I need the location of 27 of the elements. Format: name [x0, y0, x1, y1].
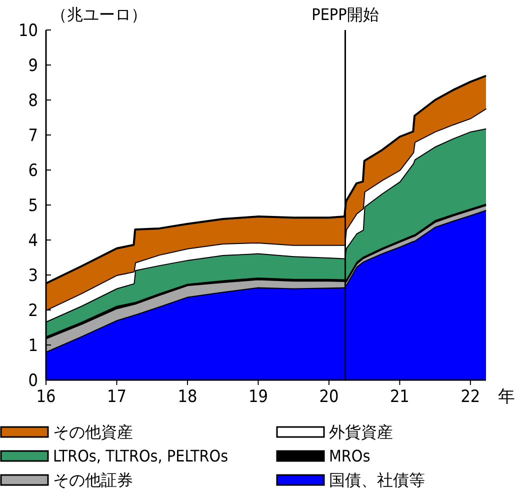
x-tick-label: 21	[390, 387, 410, 407]
legend-label: その他証券	[53, 470, 133, 490]
y-tick-label: 6	[28, 160, 38, 181]
y-axis-title: （兆ユーロ）	[51, 5, 147, 24]
y-tick-label: 5	[28, 196, 38, 216]
x-tick-label: 16	[36, 387, 56, 407]
legend-label: LTROs, TLTROs, PELTROs	[53, 446, 228, 466]
ref-line-label: PEPP開始	[312, 5, 379, 24]
legend-label: 国債、社債等	[329, 470, 425, 490]
x-tick-label: 19	[248, 387, 268, 407]
x-axis-title: 年	[498, 387, 515, 407]
legend-label: 外貨資産	[329, 422, 393, 442]
y-tick-label: 2	[28, 300, 38, 321]
x-tick-label: 20	[319, 387, 339, 407]
legend-label: その他資産	[53, 422, 133, 442]
x-tick-label: 18	[178, 387, 198, 407]
legend-label: MROs	[329, 446, 370, 466]
y-tick-label: 8	[28, 90, 38, 111]
y-tick-label: 7	[28, 126, 38, 146]
y-tick-label: 10	[18, 20, 38, 41]
y-tick-label: 0	[28, 370, 38, 391]
y-tick-label: 9	[28, 56, 38, 76]
y-tick-label: 1	[28, 336, 38, 356]
x-tick-label: 17	[107, 387, 126, 407]
x-tick-label: 22	[460, 387, 480, 407]
y-tick-label: 3	[28, 266, 38, 286]
y-tick-label: 4	[28, 230, 38, 251]
